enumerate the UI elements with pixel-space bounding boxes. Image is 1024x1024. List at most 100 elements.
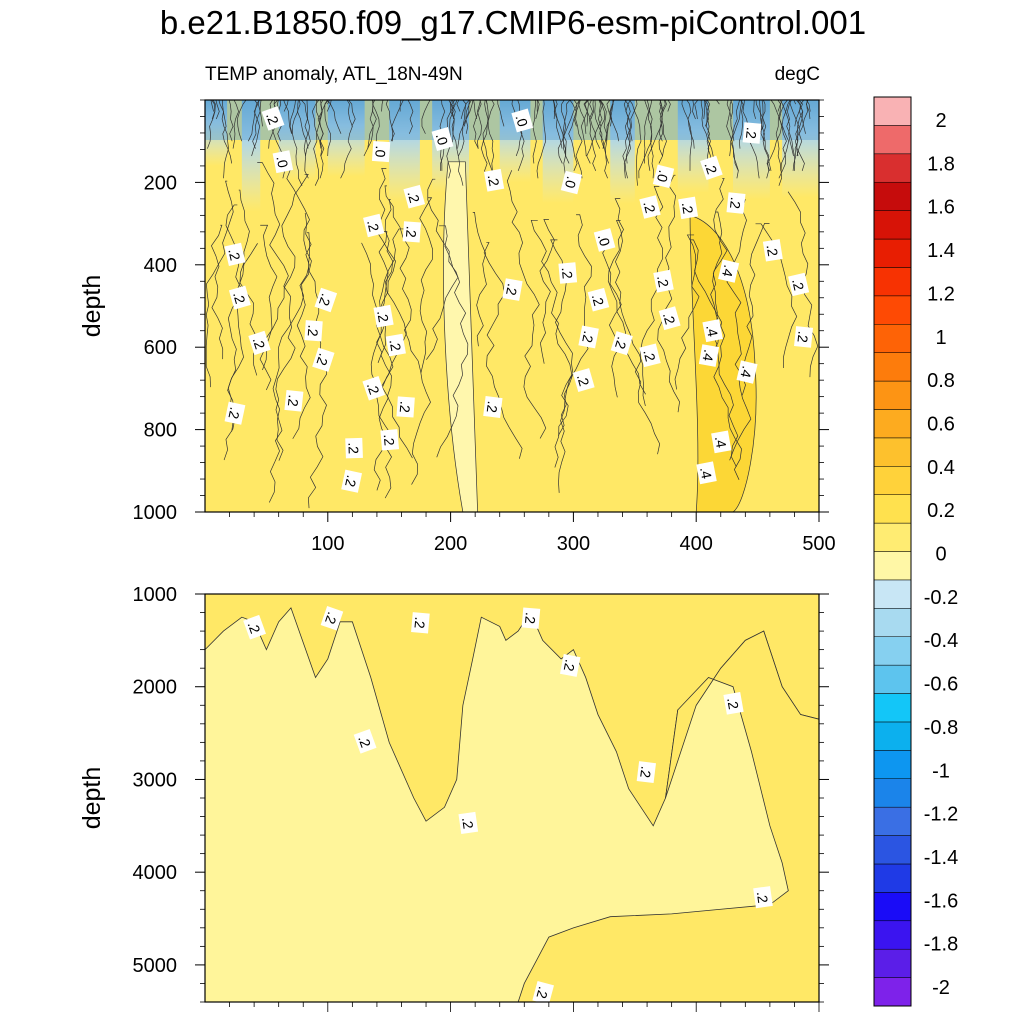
contour-label-text: .2 — [322, 610, 341, 626]
contour-line — [463, 99, 474, 127]
contour-line — [460, 99, 467, 120]
contour-label-text: .2 — [727, 196, 744, 209]
contour-label-text: .0 — [595, 232, 614, 248]
lower-panel: .2 .2 .2 .2 .2 .2 .2 .2 .2 .2 .2 1000 2000 3000 4000 5… — [78, 584, 829, 1012]
contour-line — [760, 99, 766, 142]
contour-label: .2 — [742, 122, 762, 144]
contour-label-text: .2 — [381, 433, 398, 446]
contour-label: .2 — [224, 401, 246, 425]
contour-label: .2 — [312, 347, 335, 372]
colorbar-swatch — [873, 466, 912, 495]
contour-line — [319, 99, 324, 120]
contour-line — [615, 220, 646, 406]
contour-label-text: .2 — [589, 292, 608, 308]
contour-label-text: .2 — [230, 290, 249, 306]
colorbar-swatch — [873, 693, 912, 723]
contour-line — [262, 173, 309, 371]
contour-label: .2 — [636, 761, 657, 784]
colorbar-swatch — [873, 409, 912, 439]
contour-label: .2 — [658, 306, 681, 331]
contour-line — [305, 99, 311, 157]
contour-label: .2 — [396, 396, 415, 418]
colorbar-tick-label: -1.4 — [924, 847, 958, 869]
contour-line — [289, 99, 296, 134]
lower-y-axis-label: depth — [78, 767, 106, 830]
contour-line — [311, 99, 322, 149]
contour-label-text: .2 — [561, 658, 579, 673]
colorbar-swatch — [873, 664, 912, 694]
contour-line — [252, 99, 259, 149]
contour-label-text: .2 — [754, 890, 771, 904]
contour-label-text: .2 — [522, 612, 539, 625]
contour-line — [497, 99, 505, 127]
contour-line — [391, 99, 404, 142]
contour-label-text: .4 — [697, 466, 715, 481]
colorbar-swatch — [873, 153, 912, 183]
contour-label-text: .0 — [372, 145, 389, 158]
contour-line — [539, 219, 555, 364]
contour-line — [530, 219, 573, 468]
contour-line — [232, 99, 239, 149]
contour-line — [407, 99, 414, 134]
contour-label: .2 — [353, 728, 377, 754]
y-tick-label: 1000 — [133, 502, 178, 524]
contour-label: .0 — [511, 108, 534, 133]
contour-line — [283, 99, 289, 112]
warm-band-deep — [517, 630, 820, 1003]
contour-label-text: .2 — [225, 247, 243, 262]
contour-label-text: .2 — [405, 189, 424, 205]
contour-line — [694, 99, 699, 120]
contour-line — [711, 178, 739, 468]
contour-line — [597, 99, 604, 127]
x-tick-label: 100 — [311, 533, 344, 555]
contour-label: .2 — [341, 469, 363, 493]
contour-label-text: .4 — [719, 263, 737, 278]
contour-label-text: .2 — [640, 200, 658, 215]
contour-line — [292, 232, 311, 439]
y-tick-label: 1000 — [133, 584, 178, 606]
contour-line — [806, 99, 811, 112]
contour-label-text: .2 — [364, 218, 382, 233]
contour-line — [485, 99, 495, 179]
contour-line — [553, 99, 570, 164]
contour-line — [753, 99, 756, 120]
contour-label: .4 — [698, 344, 720, 367]
contour-label: .2 — [700, 155, 723, 181]
contour-label-text: .2 — [403, 225, 420, 238]
contour-line — [207, 99, 216, 149]
colorbar-tick-label: -0.8 — [924, 717, 958, 739]
contour-label: .0 — [560, 170, 583, 195]
contour-line — [511, 99, 525, 171]
contour-label-text: .4 — [703, 323, 721, 338]
contour-label-text: .2 — [225, 406, 243, 421]
contour-line — [786, 99, 796, 171]
colorbar-swatch — [873, 494, 912, 524]
contour-line — [446, 99, 455, 179]
contour-line — [458, 99, 470, 157]
contour-label: .2 — [380, 429, 400, 451]
contour-label: .4 — [736, 360, 758, 384]
colorbar-tick-label: -0.2 — [924, 587, 958, 609]
contour-line — [552, 99, 555, 119]
contour-line — [726, 199, 747, 396]
contour-label-text: .2 — [374, 309, 392, 323]
contour-line — [594, 99, 605, 149]
colorbar: -2 -1.8 -1.6 -1.4 -1.2 -1 -0.8 -0.6 -0.4 -0.2 0 0.2… — [873, 96, 958, 1007]
contour-line — [643, 99, 649, 164]
contour-line — [716, 99, 720, 105]
contour-label: .2 — [532, 980, 554, 1005]
contour-label-text: .2 — [411, 616, 428, 629]
contour-line — [729, 222, 770, 461]
contour-line — [594, 99, 603, 149]
contour-label-text: .2 — [574, 372, 593, 388]
contour-label: .4 — [702, 319, 723, 343]
contour-label: .2 — [345, 437, 363, 459]
contour-label: .2 — [559, 654, 581, 677]
contour-label: .2 — [521, 607, 541, 629]
contour-line — [779, 99, 794, 157]
contour-label: .2 — [483, 168, 505, 192]
colorbar-swatch — [873, 324, 912, 353]
x-tick-label: 400 — [680, 533, 713, 555]
contour-line — [690, 239, 723, 364]
contour-line — [472, 212, 487, 347]
